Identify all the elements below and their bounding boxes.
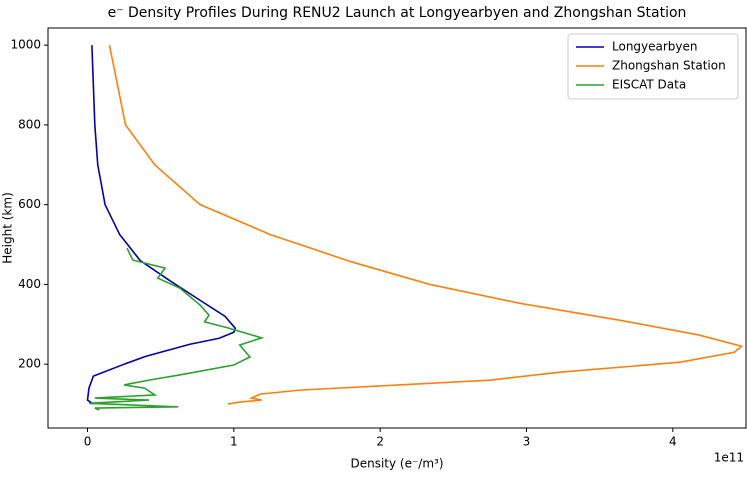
x-tick-label: 4	[669, 435, 677, 449]
chart-title: e⁻ Density Profiles During RENU2 Launch …	[108, 5, 687, 21]
x-axis-label: Density (e⁻/m³)	[350, 457, 443, 471]
x-tick-label: 1	[230, 435, 238, 449]
x-tick-label: 3	[523, 435, 531, 449]
plot-frame	[47, 27, 747, 429]
x-tick-label: 2	[376, 435, 384, 449]
legend-label: Longyearbyen	[612, 40, 698, 54]
series-line	[86, 45, 237, 405]
y-tick-label: 600	[18, 197, 41, 211]
y-tick-label: 800	[18, 117, 41, 131]
series-line	[108, 44, 744, 405]
y-tick-label: 400	[18, 277, 41, 291]
legend-box	[567, 33, 739, 100]
legend-label: EISCAT Data	[612, 78, 686, 92]
x-tick-label: 0	[84, 435, 92, 449]
y-axis-label: Height (km)	[1, 192, 15, 263]
x-offset-label: 1e11	[714, 451, 744, 465]
y-tick-label: 1000	[10, 38, 41, 52]
legend-label: Zhongshan Station	[612, 59, 726, 73]
series-line	[88, 247, 265, 411]
y-tick-label: 200	[18, 357, 41, 371]
